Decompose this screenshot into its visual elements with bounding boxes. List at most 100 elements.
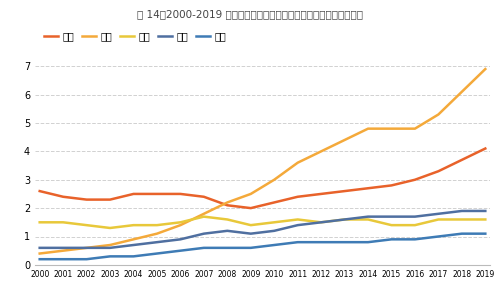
日本 bbox=[107, 226, 113, 230]
印度 bbox=[60, 257, 66, 261]
美国 bbox=[388, 184, 394, 187]
美国 bbox=[365, 186, 371, 190]
德国 bbox=[412, 215, 418, 219]
日本 bbox=[342, 218, 347, 221]
美国 bbox=[318, 192, 324, 196]
中国 bbox=[130, 237, 136, 241]
印度 bbox=[412, 237, 418, 241]
印度 bbox=[130, 255, 136, 258]
美国 bbox=[201, 195, 207, 199]
日本 bbox=[154, 223, 160, 227]
德国 bbox=[436, 212, 442, 216]
美国 bbox=[412, 178, 418, 182]
日本 bbox=[201, 215, 207, 219]
中国 bbox=[436, 113, 442, 116]
日本 bbox=[36, 221, 43, 224]
中国 bbox=[224, 201, 230, 204]
日本 bbox=[248, 223, 254, 227]
德国 bbox=[248, 232, 254, 235]
Legend: 美国, 中国, 日本, 德国, 印度: 美国, 中国, 日本, 德国, 印度 bbox=[40, 27, 230, 45]
德国 bbox=[342, 218, 347, 221]
印度 bbox=[342, 240, 347, 244]
美国 bbox=[342, 189, 347, 193]
美国 bbox=[224, 203, 230, 207]
中国 bbox=[318, 150, 324, 153]
美国 bbox=[130, 192, 136, 196]
中国 bbox=[154, 232, 160, 235]
德国 bbox=[271, 229, 277, 233]
日本 bbox=[459, 218, 465, 221]
德国 bbox=[365, 215, 371, 219]
印度 bbox=[388, 237, 394, 241]
印度 bbox=[365, 240, 371, 244]
印度 bbox=[482, 232, 488, 235]
日本 bbox=[130, 223, 136, 227]
印度 bbox=[107, 255, 113, 258]
日本 bbox=[60, 221, 66, 224]
日本 bbox=[365, 218, 371, 221]
德国 bbox=[482, 209, 488, 213]
中国 bbox=[388, 127, 394, 130]
中国 bbox=[178, 223, 184, 227]
美国 bbox=[248, 206, 254, 210]
德国 bbox=[130, 243, 136, 247]
德国 bbox=[60, 246, 66, 250]
中国 bbox=[412, 127, 418, 130]
美国 bbox=[84, 198, 89, 201]
印度 bbox=[84, 257, 89, 261]
美国 bbox=[482, 147, 488, 150]
德国 bbox=[107, 246, 113, 250]
德国 bbox=[459, 209, 465, 213]
中国 bbox=[201, 212, 207, 216]
日本 bbox=[294, 218, 300, 221]
德国 bbox=[388, 215, 394, 219]
德国 bbox=[154, 240, 160, 244]
Line: 印度: 印度 bbox=[40, 234, 486, 259]
美国 bbox=[154, 192, 160, 196]
中国 bbox=[248, 192, 254, 196]
美国 bbox=[178, 192, 184, 196]
德国 bbox=[84, 246, 89, 250]
中国 bbox=[84, 246, 89, 250]
美国 bbox=[436, 169, 442, 173]
印度 bbox=[154, 252, 160, 255]
印度 bbox=[318, 240, 324, 244]
日本 bbox=[271, 221, 277, 224]
Line: 德国: 德国 bbox=[40, 211, 486, 248]
德国 bbox=[224, 229, 230, 233]
美国 bbox=[459, 158, 465, 162]
中国 bbox=[271, 178, 277, 182]
日本 bbox=[482, 218, 488, 221]
Line: 美国: 美国 bbox=[40, 148, 486, 208]
日本 bbox=[412, 223, 418, 227]
印度 bbox=[248, 246, 254, 250]
日本 bbox=[178, 221, 184, 224]
中国 bbox=[60, 249, 66, 253]
德国 bbox=[294, 223, 300, 227]
印度 bbox=[436, 235, 442, 238]
中国 bbox=[342, 138, 347, 142]
美国 bbox=[271, 201, 277, 204]
中国 bbox=[36, 252, 43, 255]
德国 bbox=[178, 237, 184, 241]
印度 bbox=[271, 243, 277, 247]
日本 bbox=[224, 218, 230, 221]
美国 bbox=[60, 195, 66, 199]
印度 bbox=[294, 240, 300, 244]
中国 bbox=[294, 161, 300, 165]
印度 bbox=[201, 246, 207, 250]
美国 bbox=[294, 195, 300, 199]
中国 bbox=[107, 243, 113, 247]
德国 bbox=[201, 232, 207, 235]
中国 bbox=[459, 90, 465, 94]
印度 bbox=[224, 246, 230, 250]
日本 bbox=[84, 223, 89, 227]
日本 bbox=[318, 221, 324, 224]
印度 bbox=[459, 232, 465, 235]
日本 bbox=[388, 223, 394, 227]
Line: 日本: 日本 bbox=[40, 217, 486, 228]
德国 bbox=[36, 246, 43, 250]
印度 bbox=[36, 257, 43, 261]
Text: 图 14：2000-2019 年全球前五大经济体国民总储蓄变化（万亿美元）: 图 14：2000-2019 年全球前五大经济体国民总储蓄变化（万亿美元） bbox=[137, 9, 363, 19]
美国 bbox=[107, 198, 113, 201]
